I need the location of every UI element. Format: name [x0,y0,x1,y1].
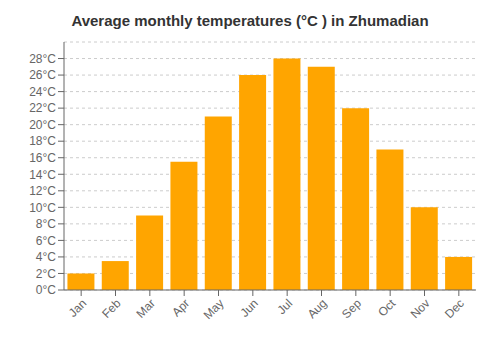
svg-text:12°C: 12°C [29,184,56,198]
svg-text:Jan: Jan [66,296,90,320]
svg-text:4°C: 4°C [36,250,56,264]
svg-text:20°C: 20°C [29,118,56,132]
svg-text:24°C: 24°C [29,85,56,99]
svg-text:6°C: 6°C [36,234,56,248]
svg-text:16°C: 16°C [29,151,56,165]
svg-text:28°C: 28°C [29,52,56,66]
svg-text:Jun: Jun [237,296,261,320]
svg-text:22°C: 22°C [29,101,56,115]
svg-text:18°C: 18°C [29,134,56,148]
svg-text:10°C: 10°C [29,201,56,215]
svg-text:Oct: Oct [375,296,399,320]
svg-text:Feb: Feb [99,296,124,321]
svg-text:Apr: Apr [169,296,192,319]
svg-text:Aug: Aug [305,296,330,321]
svg-text:Jul: Jul [275,296,296,317]
svg-text:26°C: 26°C [29,68,56,82]
svg-text:Sep: Sep [339,296,364,321]
html-text:Average monthly temperatures (: Average monthly temperatures (°C ) in Zh… [71,12,429,29]
svg-text:0°C: 0°C [36,283,56,297]
svg-text:14°C: 14°C [29,168,56,182]
svg-text:Mar: Mar [133,296,158,321]
svg-text:2°C: 2°C [36,267,56,281]
svg-text:Dec: Dec [442,296,467,321]
svg-text:Nov: Nov [408,296,433,321]
svg-text:May: May [201,296,227,322]
svg-text:8°C: 8°C [36,217,56,231]
